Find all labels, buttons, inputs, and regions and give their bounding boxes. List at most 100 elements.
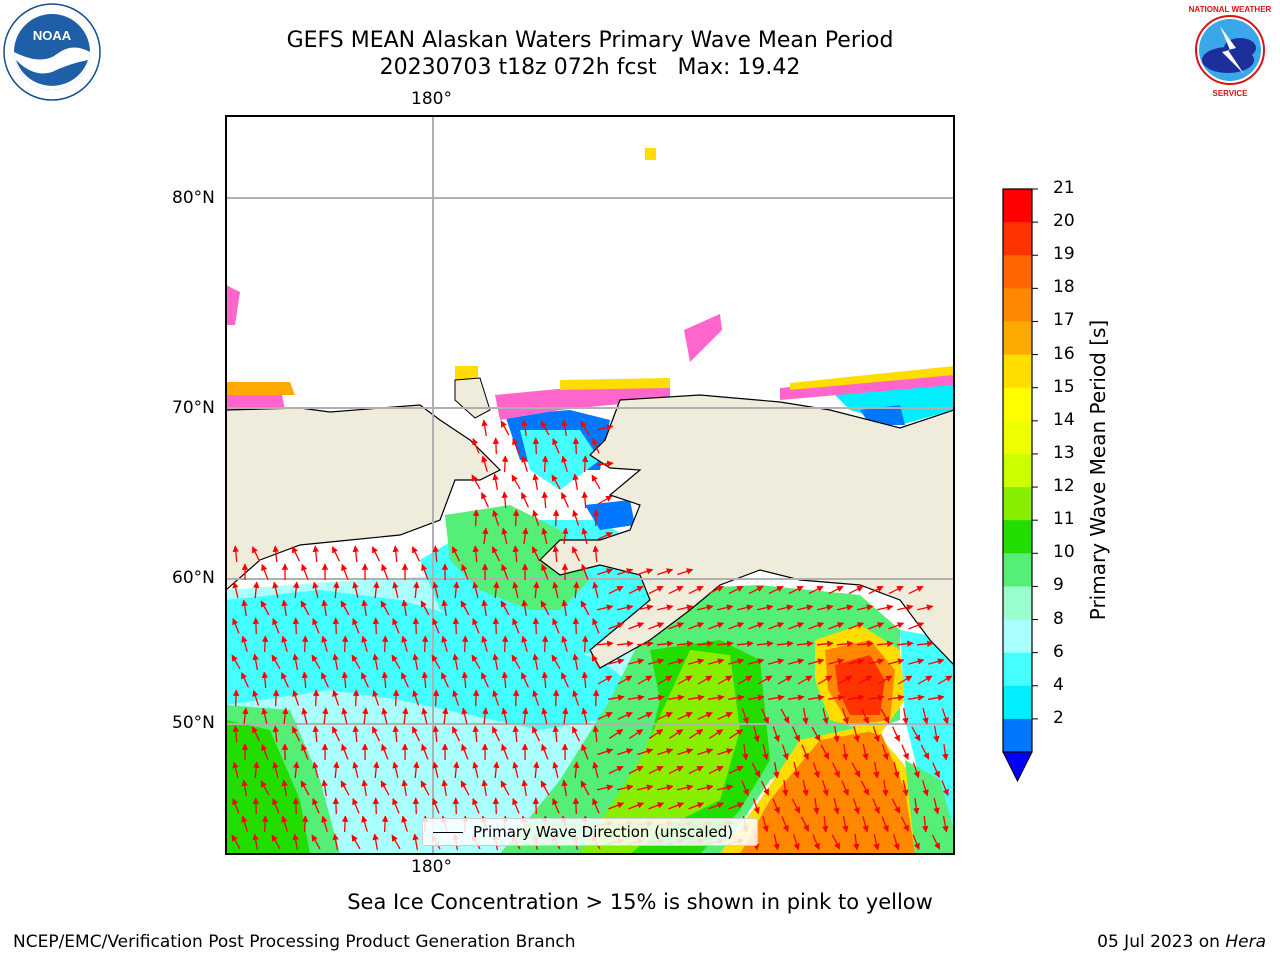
wave-direction-arrow — [401, 672, 409, 688]
wave-direction-arrow — [688, 729, 704, 739]
lon-label-top: 180° — [411, 89, 452, 109]
wave-direction-arrow — [541, 671, 549, 689]
wave-direction-arrow — [736, 640, 754, 648]
wave-direction-arrow — [392, 689, 400, 707]
wave-direction-arrow — [472, 617, 480, 634]
wave-direction-arrow — [412, 617, 420, 635]
wave-direction-arrow — [817, 604, 834, 611]
wave-direction-arrow — [571, 546, 581, 562]
wave-direction-arrow — [717, 784, 734, 791]
wave-direction-arrow — [636, 640, 654, 648]
wave-direction-arrow — [616, 640, 634, 648]
wave-direction-arrow — [401, 599, 408, 617]
wave-direction-arrow — [552, 797, 560, 814]
wave-direction-arrow — [420, 780, 430, 796]
wave-direction-arrow — [628, 585, 644, 595]
wave-direction-arrow — [552, 509, 560, 527]
wave-direction-arrow — [352, 797, 360, 814]
wave-direction-arrow — [512, 761, 519, 778]
wave-direction-arrow — [828, 658, 845, 665]
wave-direction-arrow — [881, 816, 889, 833]
wave-direction-arrow — [791, 798, 801, 814]
wave-direction-arrow — [676, 640, 694, 648]
nws-logo: NATIONAL WEATHER SERVICE — [1183, 3, 1277, 98]
wave-direction-arrow — [777, 604, 794, 611]
wave-direction-arrow — [352, 725, 360, 743]
wave-direction-arrow — [708, 765, 724, 775]
colorbar-cell — [1003, 487, 1032, 521]
wave-direction-arrow — [511, 654, 521, 670]
wave-direction-arrow — [728, 585, 744, 595]
wave-direction-arrow — [796, 640, 814, 648]
wave-direction-arrow — [887, 694, 905, 701]
wave-direction-arrow — [252, 617, 260, 635]
wave-direction-arrow — [541, 527, 548, 544]
wave-direction-arrow — [848, 585, 864, 595]
wave-direction-arrow — [301, 815, 309, 833]
wave-direction-arrow — [917, 675, 933, 685]
wave-direction-arrow — [596, 460, 614, 468]
wave-direction-arrow — [512, 437, 520, 454]
wave-direction-arrow — [756, 640, 774, 648]
wave-direction-arrow — [816, 640, 834, 648]
wave-direction-arrow — [551, 654, 561, 670]
wave-direction-arrow — [762, 816, 769, 833]
wave-direction-arrow — [868, 585, 884, 595]
wave-direction-arrow — [491, 726, 501, 742]
wave-direction-arrow — [802, 707, 809, 725]
wave-direction-arrow — [452, 617, 460, 635]
wave-direction-arrow — [872, 726, 880, 743]
wave-direction-arrow — [562, 707, 569, 724]
wave-direction-arrow — [922, 708, 929, 725]
wave-direction-arrow — [421, 671, 429, 689]
wave-direction-arrow — [471, 474, 481, 490]
wave-direction-arrow — [877, 675, 893, 685]
wave-direction-arrow — [697, 784, 714, 791]
wave-direction-arrow — [853, 726, 860, 743]
colorbar-tick-label: 2 — [1053, 707, 1064, 728]
wave-direction-arrow — [372, 689, 380, 706]
wave-direction-arrow — [392, 725, 400, 743]
wave-direction-arrow — [501, 563, 509, 580]
wave-direction-arrow — [592, 509, 600, 527]
wave-direction-arrow — [552, 761, 559, 778]
wave-direction-arrow — [717, 675, 733, 685]
wave-direction-arrow — [521, 492, 529, 508]
wave-direction-arrow — [412, 761, 420, 779]
wave-direction-arrow — [472, 509, 480, 527]
wave-direction-arrow — [321, 815, 328, 832]
wave-direction-arrow — [431, 654, 441, 670]
wave-direction-arrow — [561, 419, 568, 437]
wave-direction-arrow — [637, 604, 654, 611]
svg-text:NATIONAL WEATHER: NATIONAL WEATHER — [1189, 5, 1272, 14]
wave-direction-arrow — [412, 797, 420, 815]
wave-direction-arrow — [340, 600, 350, 616]
wave-direction-arrow — [551, 474, 561, 490]
wave-direction-arrow — [552, 689, 560, 707]
wave-direction-arrow — [788, 585, 804, 595]
wave-direction-arrow — [657, 748, 674, 756]
colorbar-tick-label: 6 — [1053, 641, 1064, 662]
wave-direction-arrow — [581, 491, 589, 509]
wave-direction-arrow — [897, 675, 913, 685]
wave-direction-arrow — [677, 748, 694, 756]
colorbar-cell — [1003, 321, 1032, 356]
wave-direction-arrow — [688, 802, 705, 810]
wave-direction-arrow — [727, 694, 745, 701]
wave-direction-arrow — [793, 762, 800, 779]
colorbar-cell — [1003, 189, 1032, 223]
colorbar-cell — [1003, 520, 1032, 554]
wave-field-blue-norton — [585, 500, 635, 530]
wave-direction-arrow — [292, 617, 300, 635]
colorbar-cell — [1003, 387, 1032, 422]
wave-direction-arrow — [797, 604, 814, 611]
wave-direction-arrow — [492, 473, 499, 491]
wave-direction-arrow — [571, 726, 581, 742]
wave-direction-arrow — [767, 694, 785, 701]
wave-direction-arrow — [572, 689, 580, 706]
wave-direction-arrow — [341, 707, 348, 724]
wave-direction-arrow — [812, 762, 820, 779]
wave-direction-arrow — [902, 780, 909, 797]
colorbar-tick-label: 16 — [1053, 343, 1075, 364]
wave-direction-arrow — [801, 744, 809, 760]
